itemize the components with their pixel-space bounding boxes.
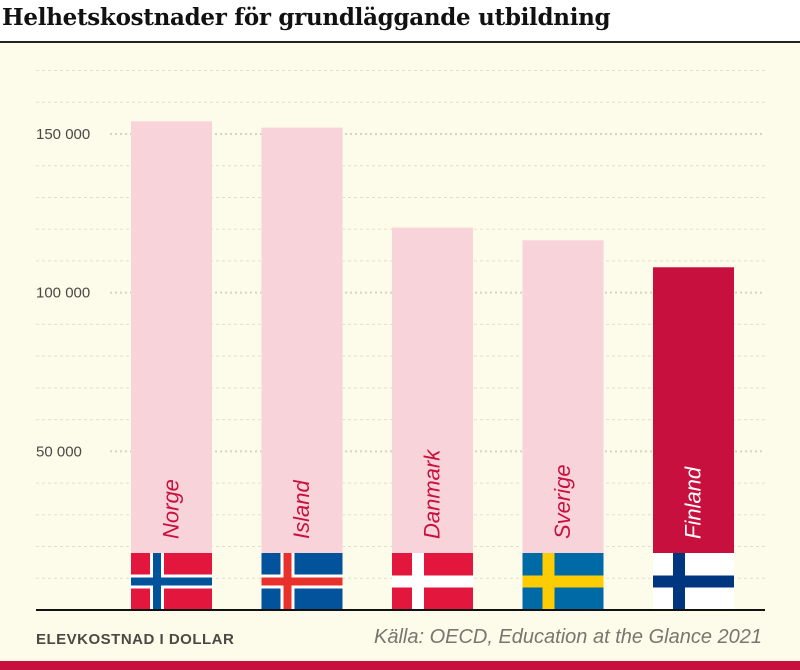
y-axis-label: ELEVKOSTNAD I DOLLAR (36, 631, 235, 648)
bar-danmark (392, 227, 473, 610)
flag-cross-horizontal (392, 575, 473, 588)
bar-label: Finland (681, 466, 706, 539)
flag-island-icon (261, 553, 343, 610)
bar-label: Norge (159, 479, 184, 539)
bar-label: Danmark (420, 449, 445, 539)
bar-sverige (522, 240, 604, 610)
y-tick-label: 50 000 (36, 443, 82, 460)
bar-label: Island (289, 480, 314, 539)
bar-label: Sverige (550, 464, 575, 539)
title-area: Helhetskostnader för grundläggande utbil… (0, 0, 800, 43)
flag-finland-icon (653, 553, 734, 610)
flag-inner-horizontal (131, 577, 212, 586)
bar-island (261, 127, 343, 611)
flag-norge-icon (131, 553, 212, 610)
flag-sverige-icon (522, 553, 604, 610)
bar-finland (653, 267, 734, 610)
flag-cross-horizontal (653, 575, 734, 588)
chart-title: Helhetskostnader för grundläggande utbil… (2, 4, 611, 31)
bottom-accent-bar (0, 661, 800, 670)
bar-norge (131, 121, 212, 610)
flag-inner-horizontal (261, 577, 343, 586)
flag-danmark-icon (392, 553, 473, 610)
flag-cross-horizontal (522, 575, 604, 588)
y-tick-label: 100 000 (36, 285, 90, 302)
y-tick-label: 150 000 (36, 126, 90, 143)
source-note: Källa: OECD, Education at the Glance 202… (373, 626, 762, 648)
